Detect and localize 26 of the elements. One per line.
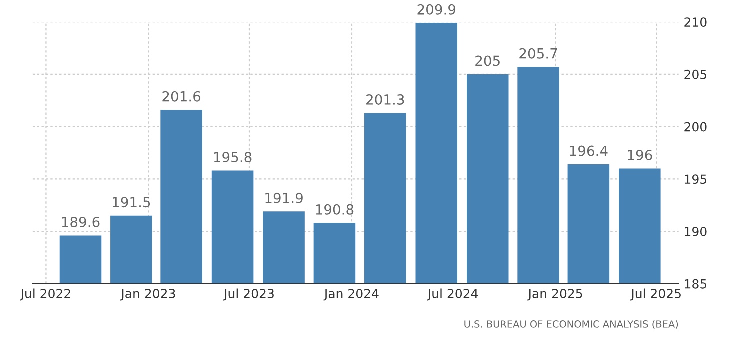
x-tick-label: Jan 2025 bbox=[528, 288, 582, 301]
data-label: 195.8 bbox=[214, 152, 252, 163]
data-label: 205.7 bbox=[520, 48, 558, 59]
text: U.S. BUREAU OF ECONOMIC ANALYSIS (BEA) bbox=[464, 320, 678, 330]
y-tick-label: 190 bbox=[685, 227, 707, 236]
y-tick-label: 205 bbox=[684, 70, 707, 80]
x-tick-label: Jul 2024 bbox=[427, 288, 478, 301]
data-label: 190.8 bbox=[316, 204, 354, 215]
data-label: 191.5 bbox=[113, 197, 150, 208]
x-tick-label: Jan 2024 bbox=[324, 288, 379, 301]
data-label: 191.9 bbox=[266, 192, 303, 204]
x-tick-label: Jan 2023 bbox=[120, 288, 176, 301]
y-tick-label: 185 bbox=[685, 279, 707, 289]
data-label: 196.4 bbox=[570, 146, 608, 156]
data-label: 209.9 bbox=[418, 4, 456, 15]
data-label: 201.3 bbox=[366, 94, 404, 105]
data-label: 189.6 bbox=[62, 216, 100, 228]
y-tick-label: 195 bbox=[685, 174, 707, 184]
data-label: 205 bbox=[476, 56, 500, 66]
data-label: 196 bbox=[628, 150, 652, 160]
x-tick-label: Jul 2022 bbox=[20, 288, 70, 301]
y-tick-label: 200 bbox=[684, 122, 707, 132]
y-tick-label: 210 bbox=[684, 18, 707, 28]
x-tick-label: Jul 2023 bbox=[223, 288, 274, 301]
x-tick-label: Jul 2025 bbox=[630, 288, 681, 301]
data-label: 201.6 bbox=[162, 91, 201, 102]
